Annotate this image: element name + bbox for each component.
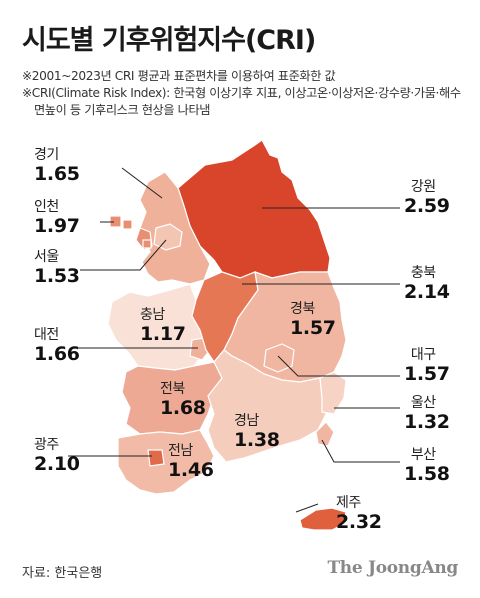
label-incheon: 인천 1.97 (34, 196, 80, 237)
region-name: 충북 (410, 265, 436, 281)
region-jeju (299, 507, 347, 531)
region-gyeongnam (207, 349, 327, 463)
label-chungbuk: 충북 2.14 (404, 262, 450, 303)
region-value: 1.53 (34, 265, 80, 287)
region-name: 광주 (34, 437, 59, 453)
label-seoul: 서울 1.53 (34, 246, 80, 287)
region-value: 1.46 (168, 459, 214, 481)
region-gwangju (147, 449, 165, 467)
region-value: 2.14 (404, 281, 450, 303)
region-value: 2.59 (404, 195, 450, 217)
region-name: 경남 (234, 413, 259, 429)
region-name: 강원 (410, 179, 436, 195)
region-jeonbuk (121, 361, 223, 435)
notes: ※2001~2023년 CRI 평균과 표준편차를 이용하여 표준화한 값 ※C… (22, 68, 462, 119)
region-name: 경북 (290, 301, 315, 317)
region-value: 2.10 (34, 453, 80, 475)
region-value: 2.32 (336, 511, 382, 533)
label-gyeonggi: 경기 1.65 (34, 144, 80, 185)
region-name: 울산 (410, 395, 436, 411)
region-value: 1.57 (404, 363, 450, 385)
region-name: 전남 (168, 443, 193, 459)
label-daejeon: 대전 1.66 (34, 324, 80, 365)
leader-line-busan (321, 439, 400, 463)
label-busan: 부산 1.58 (404, 444, 450, 485)
region-value: 1.17 (140, 323, 186, 345)
region-name: 인천 (34, 199, 59, 215)
label-jeonnam: 전남 1.46 (168, 440, 214, 481)
region-value: 1.57 (290, 317, 336, 339)
region-incheon-island-2 (122, 219, 133, 230)
label-jeju: 제주 2.32 (336, 492, 382, 533)
region-name: 대전 (34, 327, 59, 343)
region-value: 1.32 (404, 411, 450, 433)
leader-line-daegu (277, 355, 400, 377)
region-value: 1.38 (234, 429, 280, 451)
region-value: 1.68 (160, 397, 206, 419)
leader-line-jeju (295, 503, 319, 513)
region-name: 서울 (34, 249, 59, 265)
leader-line-gyeonggi (121, 167, 163, 199)
region-name: 경기 (34, 147, 59, 163)
region-name: 제주 (336, 495, 361, 511)
region-name: 전북 (160, 381, 185, 397)
note-cri-definition: ※CRI(Climate Risk Index): 한국형 이상기후 지표, 이… (22, 86, 461, 117)
region-value: 1.58 (404, 463, 450, 485)
note-standardization: ※2001~2023년 CRI 평균과 표준편차를 이용하여 표준화한 값 (22, 69, 336, 83)
region-incheon-island-3 (142, 239, 152, 249)
source-note: 자료: 한국은행 (22, 566, 103, 581)
label-daegu: 대구 1.57 (404, 344, 450, 385)
region-jeonnam (117, 429, 215, 495)
page-title: 시도별 기후위험지수(CRI) (22, 25, 316, 56)
brand-logo: The JoongAng (327, 558, 458, 578)
label-ulsan: 울산 1.32 (404, 392, 450, 433)
region-gangwon (177, 139, 331, 279)
region-value: 1.97 (34, 215, 80, 237)
label-chungnam: 충남 1.17 (140, 304, 186, 345)
region-name: 충남 (140, 307, 165, 323)
region-value: 1.66 (34, 343, 80, 365)
label-gangwon: 강원 2.59 (404, 176, 450, 217)
region-name: 대구 (410, 347, 436, 363)
region-name: 부산 (410, 447, 436, 463)
region-busan (315, 421, 335, 447)
label-gwangju: 광주 2.10 (34, 434, 80, 475)
region-value: 1.65 (34, 163, 80, 185)
region-seoul (153, 223, 183, 251)
region-ulsan (319, 371, 347, 415)
leader-line-seoul (80, 239, 167, 271)
label-gyeongnam: 경남 1.38 (234, 410, 280, 451)
label-gyeongbuk: 경북 1.57 (290, 298, 336, 339)
label-jeonbuk: 전북 1.68 (160, 378, 206, 419)
